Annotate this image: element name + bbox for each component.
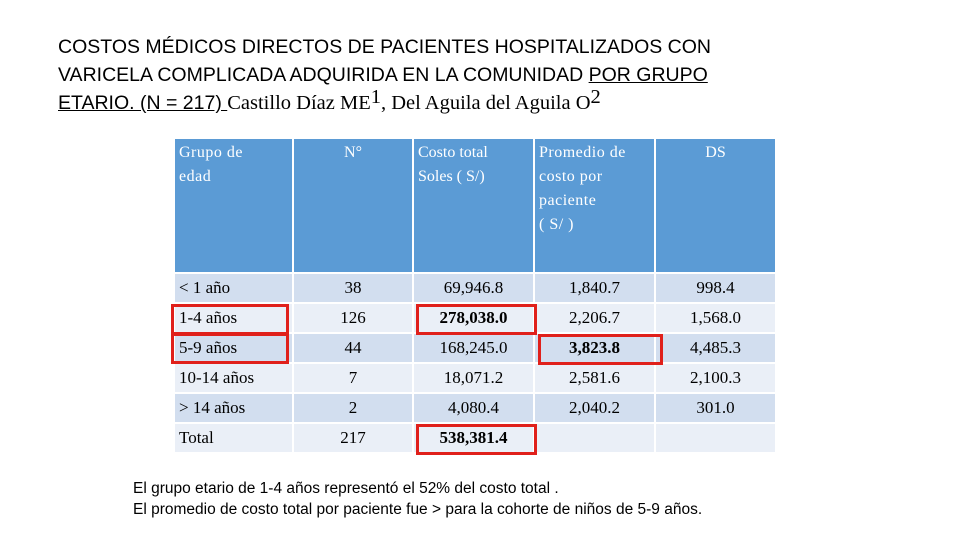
slide-title: COSTOS MÉDICOS DIRECTOS DE PACIENTES HOS…	[58, 33, 938, 117]
highlight-box-grupo-1-4	[171, 304, 289, 335]
highlight-box-promedio-5-9	[538, 334, 663, 365]
cell-n: 7	[294, 364, 412, 392]
cell-n: 217	[294, 424, 412, 452]
cell-ds: 1,568.0	[656, 304, 775, 332]
cell-costo: 538,381.4	[414, 424, 533, 452]
author-2: , Del Aguila del Aguila O	[380, 92, 591, 114]
cell-n: 126	[294, 304, 412, 332]
table-row: 10-14 años 7 18,071.2 2,581.6 2,100.3	[175, 364, 775, 392]
cell-promedio: 2,581.6	[535, 364, 654, 392]
title-line-2: VARICELA COMPLICADA ADQUIRIDA EN LA COMU…	[58, 64, 708, 86]
cell-promedio: 2,206.7	[535, 304, 654, 332]
title-line-3: ETARIO. (N = 217) Castillo Díaz ME1, Del…	[58, 86, 601, 114]
cell-ds	[656, 424, 775, 452]
cell-grupo: > 14 años	[175, 394, 292, 422]
cell-ds: 301.0	[656, 394, 775, 422]
cell-costo: 69,946.8	[414, 274, 533, 302]
highlight-box-costo-1-4	[416, 304, 537, 335]
header-promedio: Promedio de costo por paciente ( S/ )	[535, 139, 654, 272]
cell-ds: 4,485.3	[656, 334, 775, 362]
highlight-box-costo-total	[416, 424, 537, 455]
cell-costo: 168,245.0	[414, 334, 533, 362]
cell-grupo: 1-4 años	[175, 304, 292, 332]
highlight-box-grupo-5-9	[171, 333, 289, 364]
cell-promedio	[535, 424, 654, 452]
table-header-row: Grupo de edad N° Costo total Soles ( S/) P…	[175, 139, 775, 272]
cell-n: 38	[294, 274, 412, 302]
cell-grupo: < 1 año	[175, 274, 292, 302]
header-grupo: Grupo de edad	[175, 139, 292, 272]
table-row: 1-4 años 126 278,038.0 2,206.7 1,568.0	[175, 304, 775, 332]
table-row: Total 217 538,381.4	[175, 424, 775, 452]
notes: El grupo etario de 1-4 años representó e…	[133, 478, 702, 520]
cell-grupo: 10-14 años	[175, 364, 292, 392]
table-row: 5-9 años 44 168,245.0 3,823.8 4,485.3	[175, 334, 775, 362]
cell-costo: 18,071.2	[414, 364, 533, 392]
header-costo: Costo total Soles ( S/)	[414, 139, 533, 272]
cell-promedio: 2,040.2	[535, 394, 654, 422]
cell-ds: 998.4	[656, 274, 775, 302]
cell-promedio: 3,823.8	[535, 334, 654, 362]
cell-grupo: 5-9 años	[175, 334, 292, 362]
cell-n: 2	[294, 394, 412, 422]
cell-ds: 2,100.3	[656, 364, 775, 392]
cell-n: 44	[294, 334, 412, 362]
cell-costo: 4,080.4	[414, 394, 533, 422]
table-row: < 1 año 38 69,946.8 1,840.7 998.4	[175, 274, 775, 302]
header-ds: DS	[656, 139, 775, 272]
cell-costo: 278,038.0	[414, 304, 533, 332]
note-line-1: El grupo etario de 1-4 años representó e…	[133, 480, 559, 497]
cell-grupo: Total	[175, 424, 292, 452]
table-row: > 14 años 2 4,080.4 2,040.2 301.0	[175, 394, 775, 422]
author-1: Castillo Díaz ME	[227, 92, 371, 114]
cell-promedio: 1,840.7	[535, 274, 654, 302]
cost-table: Grupo de edad N° Costo total Soles ( S/) P…	[173, 137, 777, 454]
header-n: N°	[294, 139, 412, 272]
note-line-2: El promedio de costo total por paciente …	[133, 501, 703, 518]
title-line-1: COSTOS MÉDICOS DIRECTOS DE PACIENTES HOS…	[58, 36, 711, 58]
